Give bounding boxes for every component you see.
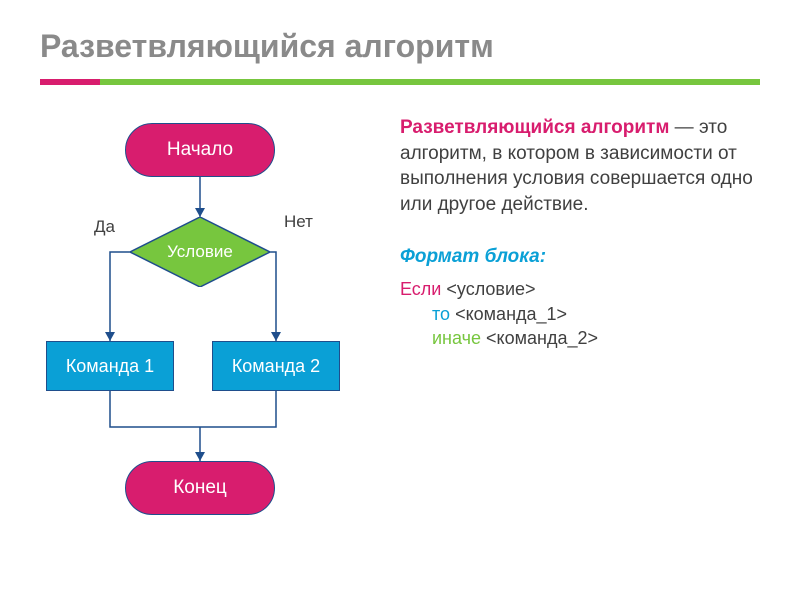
node-cmd1-label: Команда 1 <box>66 356 154 377</box>
node-condition-label: Условие <box>130 217 270 287</box>
divider-green <box>100 79 760 85</box>
format-heading: Формат блока: <box>400 244 760 270</box>
definition-dash: — <box>669 117 699 138</box>
node-end-label: Конец <box>173 477 227 499</box>
node-cmd2-label: Команда 2 <box>232 356 320 377</box>
slide-title: Разветвляющийся алгоритм <box>40 28 760 65</box>
keyword-if: Если <box>400 279 441 299</box>
content: Начало Условие Да Нет Команда 1 Команда … <box>0 85 800 555</box>
keyword-then: то <box>432 304 450 324</box>
node-start-label: Начало <box>167 139 233 161</box>
placeholder-cmd1: <команда_1> <box>455 304 567 324</box>
format-line-then: то <команда_1> <box>400 302 760 326</box>
title-area: Разветвляющийся алгоритм <box>0 0 800 79</box>
format-code: Если <условие> то <команда_1> иначе <ком… <box>400 277 760 350</box>
definition-paragraph: Разветвляющийся алгоритм — это алгоритм,… <box>400 115 760 218</box>
node-end: Конец <box>125 461 275 515</box>
flowchart: Начало Условие Да Нет Команда 1 Команда … <box>40 115 380 555</box>
divider-magenta <box>40 79 100 85</box>
divider <box>0 79 760 85</box>
placeholder-cmd2: <команда_2> <box>486 328 598 348</box>
node-cmd2: Команда 2 <box>212 341 340 391</box>
keyword-else: иначе <box>432 328 481 348</box>
node-start: Начало <box>125 123 275 177</box>
format-line-if: Если <условие> <box>400 277 760 301</box>
placeholder-condition: <условие> <box>446 279 535 299</box>
edge-label-no: Нет <box>284 213 324 231</box>
edge-label-yes: Да <box>94 217 115 237</box>
format-line-else: иначе <команда_2> <box>400 326 760 350</box>
node-cmd1: Команда 1 <box>46 341 174 391</box>
text-column: Разветвляющийся алгоритм — это алгоритм,… <box>380 115 760 555</box>
definition-term: Разветвляющийся алгоритм <box>400 117 669 138</box>
node-condition: Условие <box>130 217 270 287</box>
